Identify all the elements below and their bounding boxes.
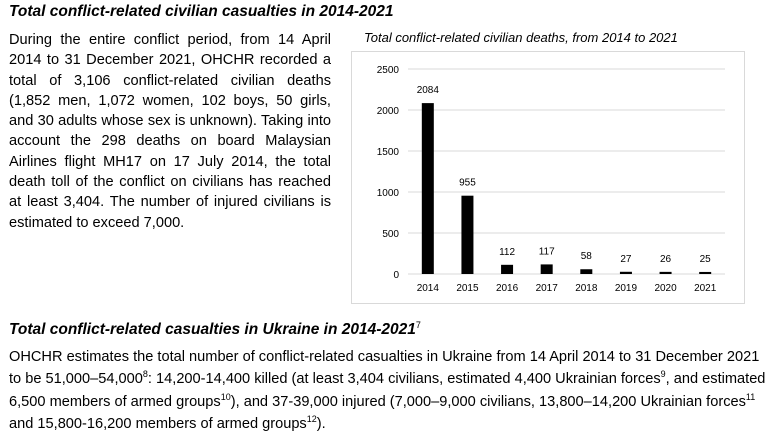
y-tick-label: 2000 xyxy=(377,106,400,117)
civilian-deaths-bar-chart: 0 500 1000 1500 2000 2500 2084 2014 955 2015 112 20… xyxy=(377,65,725,294)
bar-2019 xyxy=(619,271,632,274)
y-tick-label: 2500 xyxy=(377,65,400,76)
paragraph-text: , and estimated 6,500 members of armed g… xyxy=(9,371,766,410)
bar-2021 xyxy=(699,271,712,274)
x-tick-label: 2020 xyxy=(654,283,677,294)
paragraph-text: ), and 37-39,000 injured (7,000–9,000 ci… xyxy=(230,393,746,410)
data-label: 955 xyxy=(459,178,476,189)
paragraph-text: ). xyxy=(316,415,326,432)
paragraph-text: OHCHR estimates the total number of conf… xyxy=(9,349,760,388)
bar-2020 xyxy=(659,271,672,274)
data-label: 26 xyxy=(660,254,672,265)
casualties-ukraine-paragraph: OHCHR estimates the total number of conf… xyxy=(9,346,767,435)
bar-2016 xyxy=(501,264,514,274)
data-label: 27 xyxy=(620,254,632,265)
footnote-ref-12: 12 xyxy=(306,414,317,425)
footnote-ref-10: 10 xyxy=(220,391,231,402)
chart-frame: 0 500 1000 1500 2000 2500 2084 2014 955 2015 112 20… xyxy=(351,51,745,304)
x-tick-label: 2017 xyxy=(536,283,559,294)
footnote-ref-8: 8 xyxy=(142,369,148,380)
x-tick-label: 2019 xyxy=(615,283,638,294)
data-label: 117 xyxy=(539,246,555,257)
data-label: 112 xyxy=(499,247,515,258)
chart-title: Total conflict-related civilian deaths, … xyxy=(364,30,678,45)
bar-2017 xyxy=(540,264,553,274)
bar-2018 xyxy=(580,269,593,274)
x-tick-label: 2014 xyxy=(417,283,440,294)
x-tick-label: 2021 xyxy=(694,283,717,294)
footnote-ref-9: 9 xyxy=(660,369,666,380)
data-label: 2084 xyxy=(417,85,440,96)
y-tick-label: 1000 xyxy=(377,188,400,199)
heading-text: Total conflict-related casualties in Ukr… xyxy=(9,321,416,339)
x-tick-label: 2016 xyxy=(496,283,519,294)
paragraph-text: and 15,800-16,200 members of armed group… xyxy=(9,415,307,432)
data-label: 58 xyxy=(581,251,593,262)
data-label: 25 xyxy=(700,254,712,265)
footnote-ref-7: 7 xyxy=(415,320,421,330)
section-heading-casualties-ukraine: Total conflict-related casualties in Ukr… xyxy=(9,320,421,339)
x-tick-label: 2018 xyxy=(575,283,598,294)
bar-2014 xyxy=(421,103,434,274)
y-tick-label: 1500 xyxy=(377,147,400,158)
civilian-casualties-paragraph: During the entire conflict period, from … xyxy=(9,32,331,231)
bar-2015 xyxy=(461,195,474,274)
y-tick-label: 0 xyxy=(393,270,399,281)
section-heading-civilian-casualties: Total conflict-related civilian casualti… xyxy=(9,3,394,20)
footnote-ref-11: 11 xyxy=(745,391,756,402)
x-tick-label: 2015 xyxy=(456,283,479,294)
y-tick-label: 500 xyxy=(382,229,399,240)
paragraph-text: : 14,200-14,400 killed (at least 3,404 c… xyxy=(147,371,661,388)
